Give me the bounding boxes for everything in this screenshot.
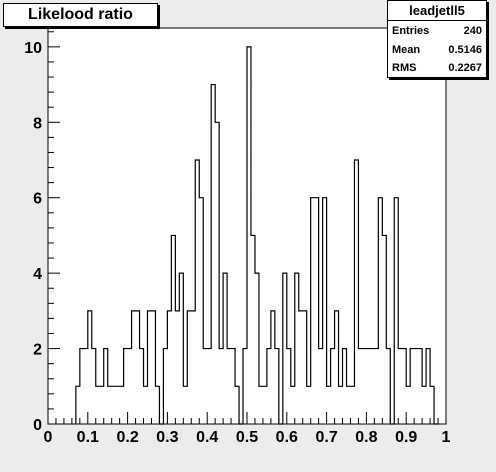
x-tick-label: 0.7 bbox=[315, 429, 337, 446]
stats-row-rms: RMS 0.2267 bbox=[392, 59, 482, 77]
stats-value: 0.2267 bbox=[448, 62, 482, 74]
x-tick-label: 0.6 bbox=[276, 429, 298, 446]
y-tick-label: 8 bbox=[33, 115, 42, 132]
x-tick-label: 0 bbox=[44, 429, 53, 446]
stats-row-entries: Entries 240 bbox=[392, 22, 482, 40]
x-tick-label: 0.3 bbox=[156, 429, 178, 446]
x-tick-label: 0.8 bbox=[355, 429, 377, 446]
y-tick-label: 10 bbox=[24, 40, 42, 57]
y-tick-label: 6 bbox=[33, 191, 42, 208]
y-tick-label: 2 bbox=[33, 342, 42, 359]
stats-label: Entries bbox=[392, 25, 430, 37]
axis-ticks bbox=[47, 31, 447, 425]
stats-row-mean: Mean 0.5146 bbox=[392, 41, 482, 59]
chart-title: Likelood ratio bbox=[28, 6, 133, 23]
stats-value: 240 bbox=[463, 25, 482, 37]
stats-label: Mean bbox=[392, 44, 421, 56]
x-tick-label: 1 bbox=[442, 429, 451, 446]
stats-name: leadjetll5 bbox=[388, 1, 486, 21]
stats-box: leadjetll5 Entries 240 Mean 0.5146 RMS 0… bbox=[387, 0, 487, 78]
title-box: Likelood ratio bbox=[3, 3, 158, 27]
y-tick-label: 4 bbox=[33, 266, 42, 283]
stats-value: 0.5146 bbox=[448, 44, 482, 56]
stats-label: RMS bbox=[392, 62, 417, 74]
x-tick-label: 0.9 bbox=[395, 429, 417, 446]
histogram-line bbox=[75, 46, 439, 425]
x-tick-label: 0.2 bbox=[116, 429, 138, 446]
x-tick-label: 0.1 bbox=[77, 429, 99, 446]
x-tick-label: 0.5 bbox=[236, 429, 258, 446]
x-tick-label: 0.4 bbox=[196, 429, 218, 446]
y-tick-label: 0 bbox=[33, 417, 42, 434]
